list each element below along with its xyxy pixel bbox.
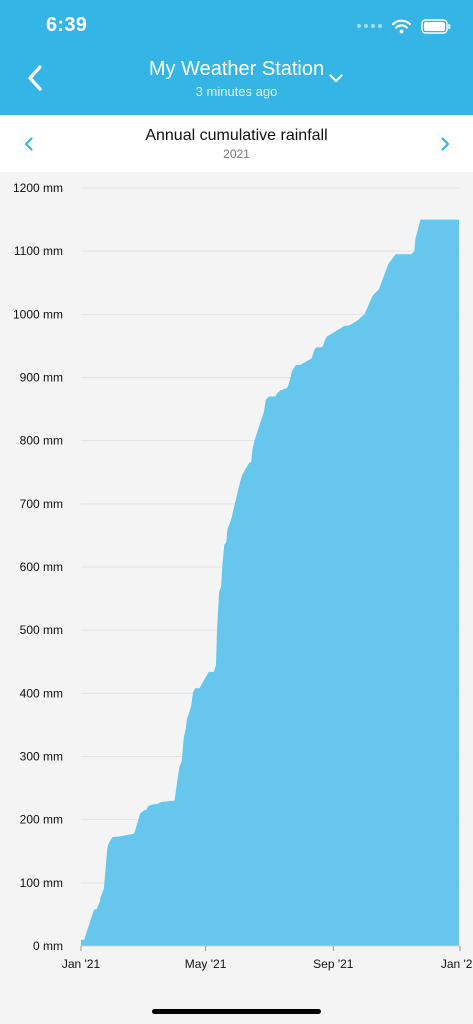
period-selector: Annual cumulative rainfall 2021 <box>0 115 473 172</box>
status-icons <box>357 16 451 36</box>
chart-title: Annual cumulative rainfall <box>145 127 328 144</box>
x-tick-label: Sep '21 <box>313 957 354 971</box>
station-title[interactable]: My Weather Station <box>148 58 325 80</box>
app-header: 6:39 My Weather Station 3 minutes ago <box>0 0 473 115</box>
y-tick-label: 100 mm <box>20 876 63 890</box>
chevron-left-icon <box>28 65 42 91</box>
cellular-signal-icon <box>357 24 382 28</box>
y-tick-label: 200 mm <box>20 813 63 827</box>
x-tick-label: Jan '22 <box>441 957 473 971</box>
previous-period-button[interactable] <box>15 131 41 157</box>
y-tick-label: 800 mm <box>20 434 63 448</box>
status-time: 6:39 <box>46 14 88 36</box>
rainfall-area <box>81 219 459 947</box>
y-tick-label: 500 mm <box>20 623 63 637</box>
chevron-down-icon <box>329 73 343 82</box>
y-tick-label: 1000 mm <box>13 307 63 321</box>
y-tick-label: 1100 mm <box>14 244 63 258</box>
rainfall-chart: 0 mm 100 mm 200 mm 300 mm 400 mm 500 mm 600 mm… <box>13 181 473 971</box>
station-dropdown-button[interactable] <box>324 66 348 90</box>
y-tick-label: 400 mm <box>20 686 63 700</box>
x-tick-label: May '21 <box>185 957 227 971</box>
battery-icon <box>421 18 451 34</box>
chart-year: 2021 <box>223 147 250 161</box>
y-tick-label: 900 mm <box>20 371 63 385</box>
back-button[interactable] <box>18 58 52 98</box>
wifi-icon <box>392 19 411 33</box>
next-period-button[interactable] <box>432 131 458 157</box>
chevron-left-icon <box>24 137 33 151</box>
y-tick-label: 600 mm <box>20 560 63 574</box>
y-tick-label: 0 mm <box>33 939 63 953</box>
home-indicator[interactable] <box>152 1009 321 1014</box>
last-updated-label: 3 minutes ago <box>195 84 278 99</box>
y-tick-label: 700 mm <box>20 497 63 511</box>
chevron-right-icon <box>440 137 449 151</box>
y-tick-label: 1200 mm <box>13 181 63 195</box>
x-tick-label: Jan '21 <box>62 957 101 971</box>
station-title-block: My Weather Station 3 minutes ago <box>0 58 473 99</box>
y-tick-label: 300 mm <box>20 750 63 764</box>
